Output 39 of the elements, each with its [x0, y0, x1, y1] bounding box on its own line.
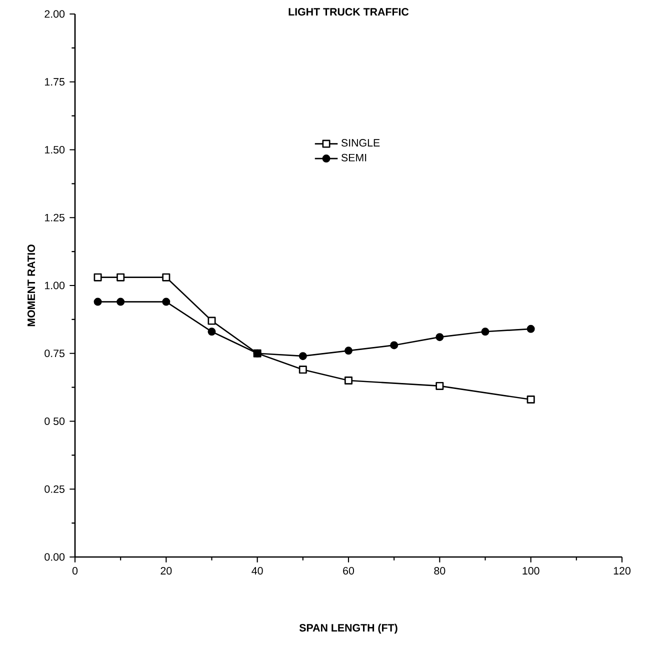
- x-tick-label: 20: [160, 567, 172, 575]
- point: [390, 341, 398, 350]
- chart-title: LIGHT TRUCK TRAFFIC: [288, 8, 409, 16]
- y-tick-label: 0 50: [44, 417, 65, 426]
- legend-label: SEMI: [341, 154, 366, 162]
- point: [94, 298, 102, 306]
- y-axis-title: MOMENT RATIO: [27, 244, 36, 326]
- point: [162, 298, 170, 306]
- x-tick-label: 100: [522, 567, 540, 575]
- point: [298, 352, 307, 360]
- point: [436, 333, 444, 342]
- point: [436, 382, 444, 390]
- point: [298, 366, 307, 374]
- point: [344, 376, 352, 385]
- x-tick-label: 80: [434, 567, 446, 575]
- point: [526, 396, 535, 404]
- point: [162, 273, 170, 282]
- x-tick-label: 40: [252, 567, 263, 575]
- point: [116, 273, 125, 282]
- point: [481, 328, 490, 336]
- y-tick-label: 1.25: [45, 214, 65, 222]
- point: [94, 273, 102, 282]
- y-tick-label: 0.75: [44, 350, 65, 358]
- y-tick-label: 0.25: [44, 485, 65, 493]
- point: [344, 346, 352, 355]
- point: [208, 328, 216, 336]
- y-tick-label: 1.50: [45, 146, 65, 154]
- y-tick-label: 2.00: [44, 10, 65, 18]
- legend-label: SINGLE: [341, 139, 380, 147]
- x-axis-title: SPAN LENGTH (FT): [299, 624, 398, 634]
- x-tick-label: 60: [343, 567, 354, 575]
- x-tick-label: 0: [72, 567, 78, 575]
- y-tick-label: 0.00: [44, 553, 65, 561]
- y-tick-label: 1.00: [45, 282, 65, 290]
- point: [116, 298, 125, 306]
- x-tick-label: 120: [614, 567, 630, 575]
- point: [526, 324, 535, 333]
- point: [208, 316, 216, 325]
- y-tick-label: 1.75: [45, 78, 65, 86]
